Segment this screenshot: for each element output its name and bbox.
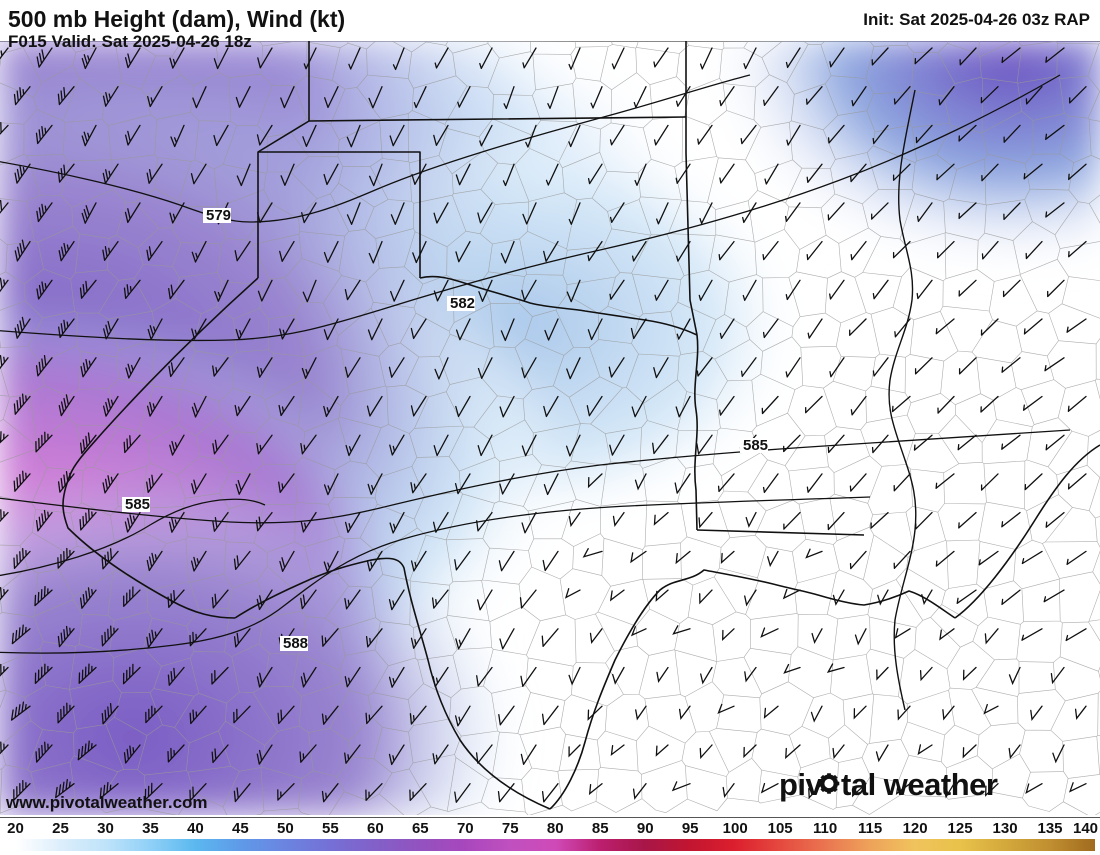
svg-text:piv: piv <box>779 768 824 802</box>
svg-text:585: 585 <box>743 437 768 454</box>
svg-text:tal weather: tal weather <box>841 768 998 802</box>
svg-text:579: 579 <box>206 207 231 224</box>
svg-text:582: 582 <box>450 295 475 312</box>
svg-text:585: 585 <box>125 496 150 513</box>
svg-text:588: 588 <box>283 635 308 652</box>
